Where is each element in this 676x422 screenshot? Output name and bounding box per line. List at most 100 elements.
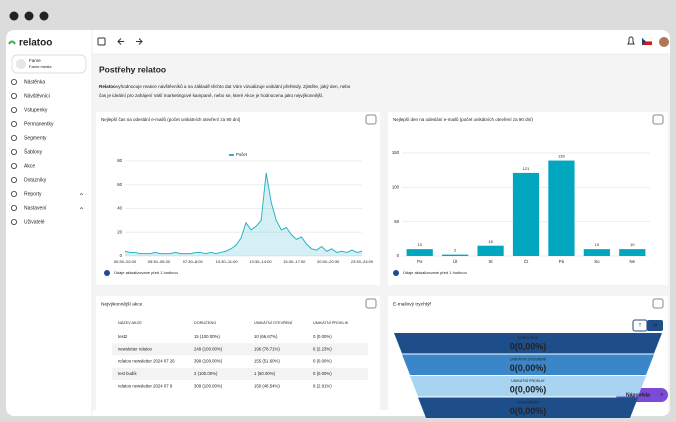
bar-label: 139 bbox=[558, 154, 565, 159]
cell: 0 (0.00%) bbox=[313, 359, 332, 364]
legend: Počet bbox=[236, 152, 248, 157]
row-bg bbox=[112, 367, 368, 380]
panel-title: E-mailový trychtýř bbox=[393, 301, 432, 307]
bar bbox=[619, 249, 646, 256]
bar bbox=[512, 172, 540, 256]
cell: 10 (66.67%) bbox=[254, 334, 278, 339]
toggle-button[interactable] bbox=[647, 320, 663, 331]
menu-button[interactable] bbox=[652, 114, 664, 125]
cell: 155 (51.60%) bbox=[254, 359, 280, 364]
bar-label: 10 bbox=[630, 242, 635, 247]
nav-item[interactable]: Návštěvníci bbox=[24, 93, 50, 99]
account-avatar bbox=[16, 59, 26, 69]
nav-item[interactable]: Šablony bbox=[24, 148, 43, 155]
cell: 6 (2.23%) bbox=[313, 346, 332, 351]
close[interactable]: × bbox=[660, 393, 664, 399]
bar bbox=[442, 254, 469, 256]
funnel-level bbox=[394, 333, 662, 354]
x-tick-label: Po bbox=[417, 259, 423, 264]
y-tick-label: 80 bbox=[117, 158, 122, 163]
intro: Relatoo bbox=[99, 84, 116, 89]
nav-icon bbox=[10, 134, 17, 141]
flag bbox=[642, 41, 652, 45]
funnel-value: 0(0,00%) bbox=[510, 406, 547, 416]
nav-item[interactable]: Permanentky bbox=[24, 121, 54, 127]
account-name: Fanre bbox=[29, 58, 41, 63]
forward[interactable] bbox=[136, 38, 143, 45]
account-box[interactable] bbox=[11, 54, 87, 74]
bell[interactable] bbox=[627, 36, 635, 45]
funnel-level bbox=[418, 397, 638, 418]
cell: 309 (100.00%) bbox=[194, 383, 223, 388]
panel-title: Nejvýkonnější akce bbox=[101, 301, 143, 307]
x-tick-label: 07:30–8:00 bbox=[183, 259, 204, 264]
x-tick-label: So bbox=[594, 259, 600, 264]
nav-item[interactable]: Dotazníky bbox=[24, 177, 47, 183]
cell: 249 (100.00%) bbox=[194, 346, 223, 351]
logo-icon bbox=[8, 40, 16, 45]
intro: vyhodnocuje reakce návštěvníků a na zákl… bbox=[116, 83, 351, 89]
funnel-label: ODHLÁŠENO bbox=[517, 399, 540, 404]
nav-icon bbox=[10, 190, 17, 197]
cell: 9 (2.91%) bbox=[313, 383, 332, 388]
cell: test budík bbox=[118, 371, 137, 376]
x-tick-label: Út bbox=[453, 259, 458, 264]
funnel-label: DORUČENO bbox=[518, 335, 539, 340]
toggle[interactable]: M bbox=[653, 323, 657, 328]
back[interactable] bbox=[117, 38, 124, 45]
page-title: Postřehy relatoo bbox=[99, 64, 166, 74]
y-tick-label: 50 bbox=[394, 219, 399, 224]
nav-item[interactable]: Nástěnka bbox=[24, 79, 45, 85]
cell: 399 (100.00%) bbox=[194, 359, 223, 364]
funnel-label: UNIKÁTNÍ PROKLIK bbox=[511, 379, 545, 383]
y-tick-label: 150 bbox=[392, 150, 400, 155]
line bbox=[124, 172, 363, 255]
x-tick-label: 00:30–02:00 bbox=[114, 259, 137, 264]
chevron bbox=[79, 193, 84, 196]
bar-label: 10 bbox=[417, 242, 422, 247]
area bbox=[125, 172, 362, 256]
sidebar-toggle[interactable] bbox=[97, 37, 106, 46]
account-sub: Fanre media bbox=[29, 64, 52, 69]
footer-dot bbox=[393, 270, 399, 276]
y-tick-label: 0 bbox=[120, 253, 123, 258]
bar bbox=[548, 160, 575, 256]
footer: Údaje aktualizované před 1 hodinou bbox=[403, 270, 467, 275]
nav-item[interactable]: Nastavení bbox=[24, 205, 47, 211]
y-tick-label: 20 bbox=[117, 229, 122, 234]
column-header: UNIKÁTNÍ PROKLIK bbox=[313, 321, 349, 325]
nav-item[interactable]: Reporty bbox=[24, 191, 42, 197]
cell: 0 (0.00%) bbox=[313, 371, 332, 376]
nav-icon bbox=[10, 107, 17, 114]
nav-item[interactable]: Akce bbox=[24, 163, 35, 169]
nav-icon bbox=[10, 218, 17, 225]
intro: čas je ideální pro zahájení Vaší marketi… bbox=[99, 93, 323, 98]
menu-button[interactable] bbox=[365, 114, 377, 125]
cell: 1 (50.00%) bbox=[254, 371, 276, 376]
x-tick-label: 20:00–20:30 bbox=[317, 259, 340, 264]
cell: relatoo newsletter 2024 07 9 bbox=[118, 383, 173, 388]
menu-button[interactable] bbox=[365, 298, 377, 309]
bar-label: 15 bbox=[488, 239, 493, 244]
menu-button[interactable] bbox=[652, 298, 664, 309]
nav-icon bbox=[10, 162, 17, 169]
bar-label: 121 bbox=[523, 166, 530, 171]
nav-item[interactable]: Uživatelé bbox=[24, 219, 45, 225]
funnel-level bbox=[410, 376, 646, 397]
nav-item[interactable]: Vstupenky bbox=[24, 107, 48, 113]
x-tick-label: 13:30–14:00 bbox=[249, 259, 272, 264]
toggle[interactable]: T bbox=[639, 323, 642, 328]
avatar[interactable] bbox=[659, 37, 669, 47]
bar bbox=[406, 249, 433, 256]
dot bbox=[24, 11, 34, 21]
logo: relatoo bbox=[19, 38, 52, 49]
help[interactable]: Nápověda bbox=[626, 392, 650, 398]
funnel-value: 0(0,00%) bbox=[510, 341, 547, 351]
cell: relatoo newsletter 2024 07 26 bbox=[118, 359, 175, 364]
y-tick-label: 40 bbox=[117, 206, 122, 211]
column-header: DORUČENO bbox=[194, 320, 216, 325]
cell: 2 (100.00%) bbox=[194, 371, 218, 376]
funnel-value: 0(0,00%) bbox=[510, 363, 547, 373]
nav-item[interactable]: Segmenty bbox=[24, 135, 47, 141]
